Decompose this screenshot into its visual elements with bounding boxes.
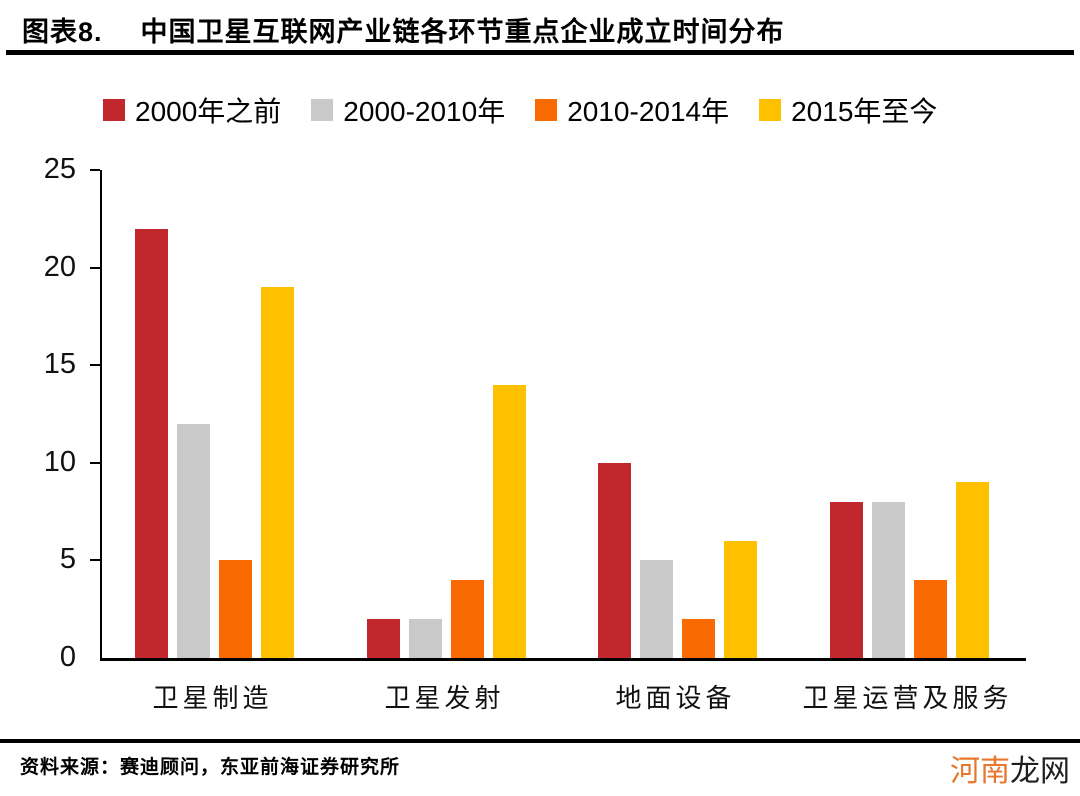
bar-2000-2010年-卫星运营及服务: [872, 502, 905, 658]
bar-group-1: [367, 385, 526, 658]
y-axis-tick: [90, 461, 100, 464]
bar-group-0: [135, 229, 294, 658]
bar-2000-2010年-地面设备: [640, 560, 673, 658]
legend-swatch-icon: [535, 99, 558, 121]
category-label-3: 卫星运营及服务: [802, 683, 1013, 713]
bar-group-3: [830, 482, 989, 658]
bar-2000年之前-地面设备: [598, 463, 631, 658]
bar-2010-2014年-卫星运营及服务: [914, 580, 947, 658]
legend-item-3: 2015年至今: [759, 90, 937, 130]
bar-2000-2010年-卫星发射: [409, 619, 442, 658]
figure-title-text: 中国卫星互联网产业链各环节重点企业成立时间分布: [140, 17, 785, 47]
category-label-1: 卫星发射: [384, 683, 505, 713]
bar-2000年之前-卫星制造: [135, 229, 168, 658]
legend-label: 2010-2014年: [567, 96, 730, 127]
y-axis-tick: [90, 266, 100, 269]
footer-divider-rule: [0, 739, 1080, 743]
legend-label: 2015年至今: [791, 96, 938, 127]
watermark-part2: 龙网: [1010, 755, 1070, 788]
y-axis-tick: [90, 169, 100, 171]
bar-2000年之前-卫星发射: [367, 619, 400, 658]
figure-number-label: 图表8.: [22, 17, 103, 47]
bar-2015年至今-卫星制造: [261, 287, 294, 658]
legend-swatch-icon: [759, 99, 782, 121]
legend-item-0: 2000年之前: [103, 90, 281, 130]
y-axis-label: 25: [43, 153, 76, 185]
category-label-2: 地面设备: [615, 683, 736, 713]
bar-2015年至今-地面设备: [724, 541, 757, 658]
bar-2010-2014年-卫星制造: [219, 560, 252, 658]
legend-item-2: 2010-2014年: [535, 90, 729, 130]
legend-item-1: 2000-2010年: [311, 90, 505, 130]
legend-swatch-icon: [103, 99, 125, 121]
legend-label: 2000年之前: [135, 96, 282, 127]
bar-2000年之前-卫星运营及服务: [830, 502, 863, 658]
bar-2000-2010年-卫星制造: [177, 424, 210, 658]
y-axis-tick: [90, 559, 100, 562]
source-note: 资料来源：赛迪顾问，东亚前海证券研究所: [20, 757, 401, 778]
bar-2015年至今-卫星运营及服务: [956, 482, 989, 658]
title-underline-rule: [6, 50, 1074, 55]
legend-label: 2000-2010年: [343, 96, 506, 127]
figure-title: 图表8. 中国卫星互联网产业链各环节重点企业成立时间分布: [22, 10, 785, 49]
category-label-0: 卫星制造: [152, 683, 273, 713]
y-axis-label: 20: [43, 250, 76, 283]
legend-swatch-icon: [311, 99, 334, 121]
y-axis-label: 10: [43, 445, 76, 478]
bar-2015年至今-卫星发射: [493, 385, 526, 658]
y-axis-label: 0: [59, 641, 76, 673]
y-axis-tick: [90, 364, 100, 367]
bar-2010-2014年-地面设备: [682, 619, 715, 658]
watermark: 河南龙网: [950, 746, 1070, 790]
bar-2010-2014年-卫星发射: [451, 580, 484, 658]
y-axis-label: 5: [59, 543, 76, 576]
bar-group-2: [598, 463, 757, 658]
chart-legend: 2000年之前 2000-2010年 2010-2014年 2015年至今: [103, 90, 937, 130]
y-axis-label: 15: [43, 348, 76, 381]
plot-area: [90, 169, 1026, 661]
watermark-part1: 河南: [950, 755, 1010, 788]
bar-chart: 0 5 10 15 20 25 卫星制造 卫星发射 地面设备 卫星运营及服务: [0, 140, 1080, 740]
